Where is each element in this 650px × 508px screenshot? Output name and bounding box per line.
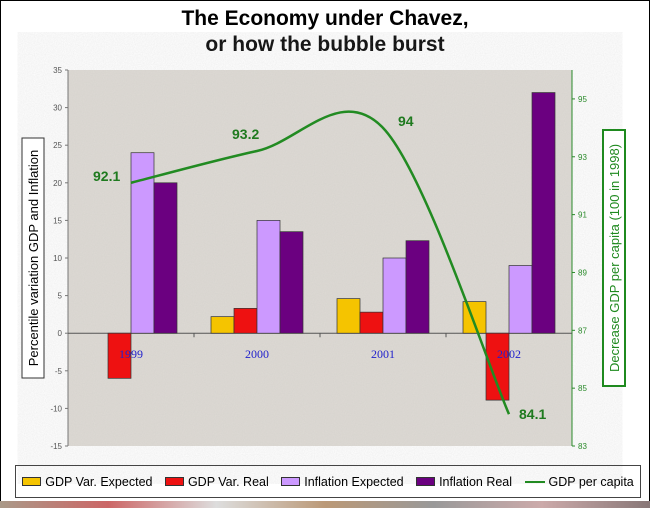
background-strip	[0, 501, 650, 508]
bar-inflation-expected-2001	[382, 257, 407, 334]
x-category-label: 2001	[371, 347, 395, 361]
y-axis-title-group: Percentile variation GDP and Inflation	[21, 137, 45, 379]
x-category-label: 2002	[497, 347, 521, 361]
y2-tick-label: 89	[578, 268, 587, 277]
data-label: 94	[398, 113, 414, 129]
legend-label: GDP Var. Real	[187, 474, 269, 489]
y2-tick-label: 95	[578, 95, 587, 104]
y-tick-label: 15	[53, 216, 62, 225]
legend-swatch	[22, 477, 42, 486]
legend-swatch	[281, 477, 301, 486]
x-category-label: 2000	[245, 347, 269, 361]
bar-inflation-real-2000	[279, 231, 304, 334]
bar-gdp-var-real-2000	[233, 308, 258, 334]
bar-gdp-var-expected-2000	[210, 316, 235, 334]
legend-item: GDP Var. Expected	[22, 475, 152, 489]
legend: GDP Var. Expected GDP Var. Real Inflation …	[15, 465, 641, 498]
y-tick-label: -10	[50, 404, 62, 413]
y-tick-label: -15	[50, 442, 62, 451]
legend-label: GDP Var. Expected	[45, 474, 153, 489]
y-tick-label: 5	[58, 292, 63, 301]
title-line-2: or how the bubble burst	[205, 33, 445, 56]
y-tick-label: -5	[55, 367, 63, 376]
y-tick-label: 25	[53, 141, 62, 150]
legend-label: Inflation Expected	[304, 474, 404, 489]
bar-inflation-real-1999	[153, 182, 178, 334]
legend-label: Inflation Real	[439, 474, 513, 489]
bar-inflation-real-2001	[405, 240, 430, 334]
y2-tick-label: 87	[578, 326, 587, 335]
y2-tick-label: 83	[578, 442, 587, 451]
y-tick-label: 0	[58, 329, 63, 338]
bar-inflation-real-2002	[531, 92, 556, 334]
y2-tick-label: 85	[578, 384, 587, 393]
bar-gdp-var-real-1999	[107, 332, 132, 379]
chart-title: The Economy under Chavez, or how the bub…	[0, 6, 650, 58]
data-label: 93.2	[232, 126, 259, 142]
legend-swatch	[164, 477, 184, 486]
legend-swatch	[524, 480, 545, 483]
bar-inflation-expected-2002	[508, 265, 533, 334]
bar-gdp-var-real-2001	[359, 311, 384, 334]
legend-item: Inflation Real	[416, 475, 512, 489]
y2-axis-title-group: Decrease GDP per capita (100 in 1998)	[602, 129, 626, 387]
y2-tick-label: 93	[578, 153, 587, 162]
legend-swatch	[416, 477, 436, 486]
y-tick-label: 20	[53, 179, 62, 188]
x-category-label: 1999	[119, 347, 143, 361]
gdp-per-capita-line	[130, 110, 511, 415]
y2-axis-title: Decrease GDP per capita (100 in 1998)	[607, 144, 622, 372]
y-axis-title: Percentile variation GDP and Inflation	[26, 150, 41, 367]
legend-item: GDP per capita	[524, 474, 634, 489]
data-label: 92.1	[93, 168, 120, 184]
bar-inflation-expected-2000	[256, 220, 281, 334]
bar-gdp-var-expected-2001	[336, 298, 361, 334]
y2-tick-label: 91	[578, 211, 587, 220]
title-line-1: The Economy under Chavez,	[181, 7, 469, 30]
data-label: 84.1	[519, 406, 546, 422]
legend-item: Inflation Expected	[281, 474, 404, 489]
y-tick-label: 30	[53, 104, 62, 113]
bar-gdp-var-real-2002	[485, 332, 510, 401]
bar-gdp-var-expected-2002	[462, 301, 487, 334]
legend-item: GDP Var. Real	[164, 474, 269, 489]
y-tick-label: 35	[53, 66, 62, 75]
legend-label: GDP per capita	[548, 474, 634, 489]
y-tick-label: 10	[53, 254, 62, 263]
